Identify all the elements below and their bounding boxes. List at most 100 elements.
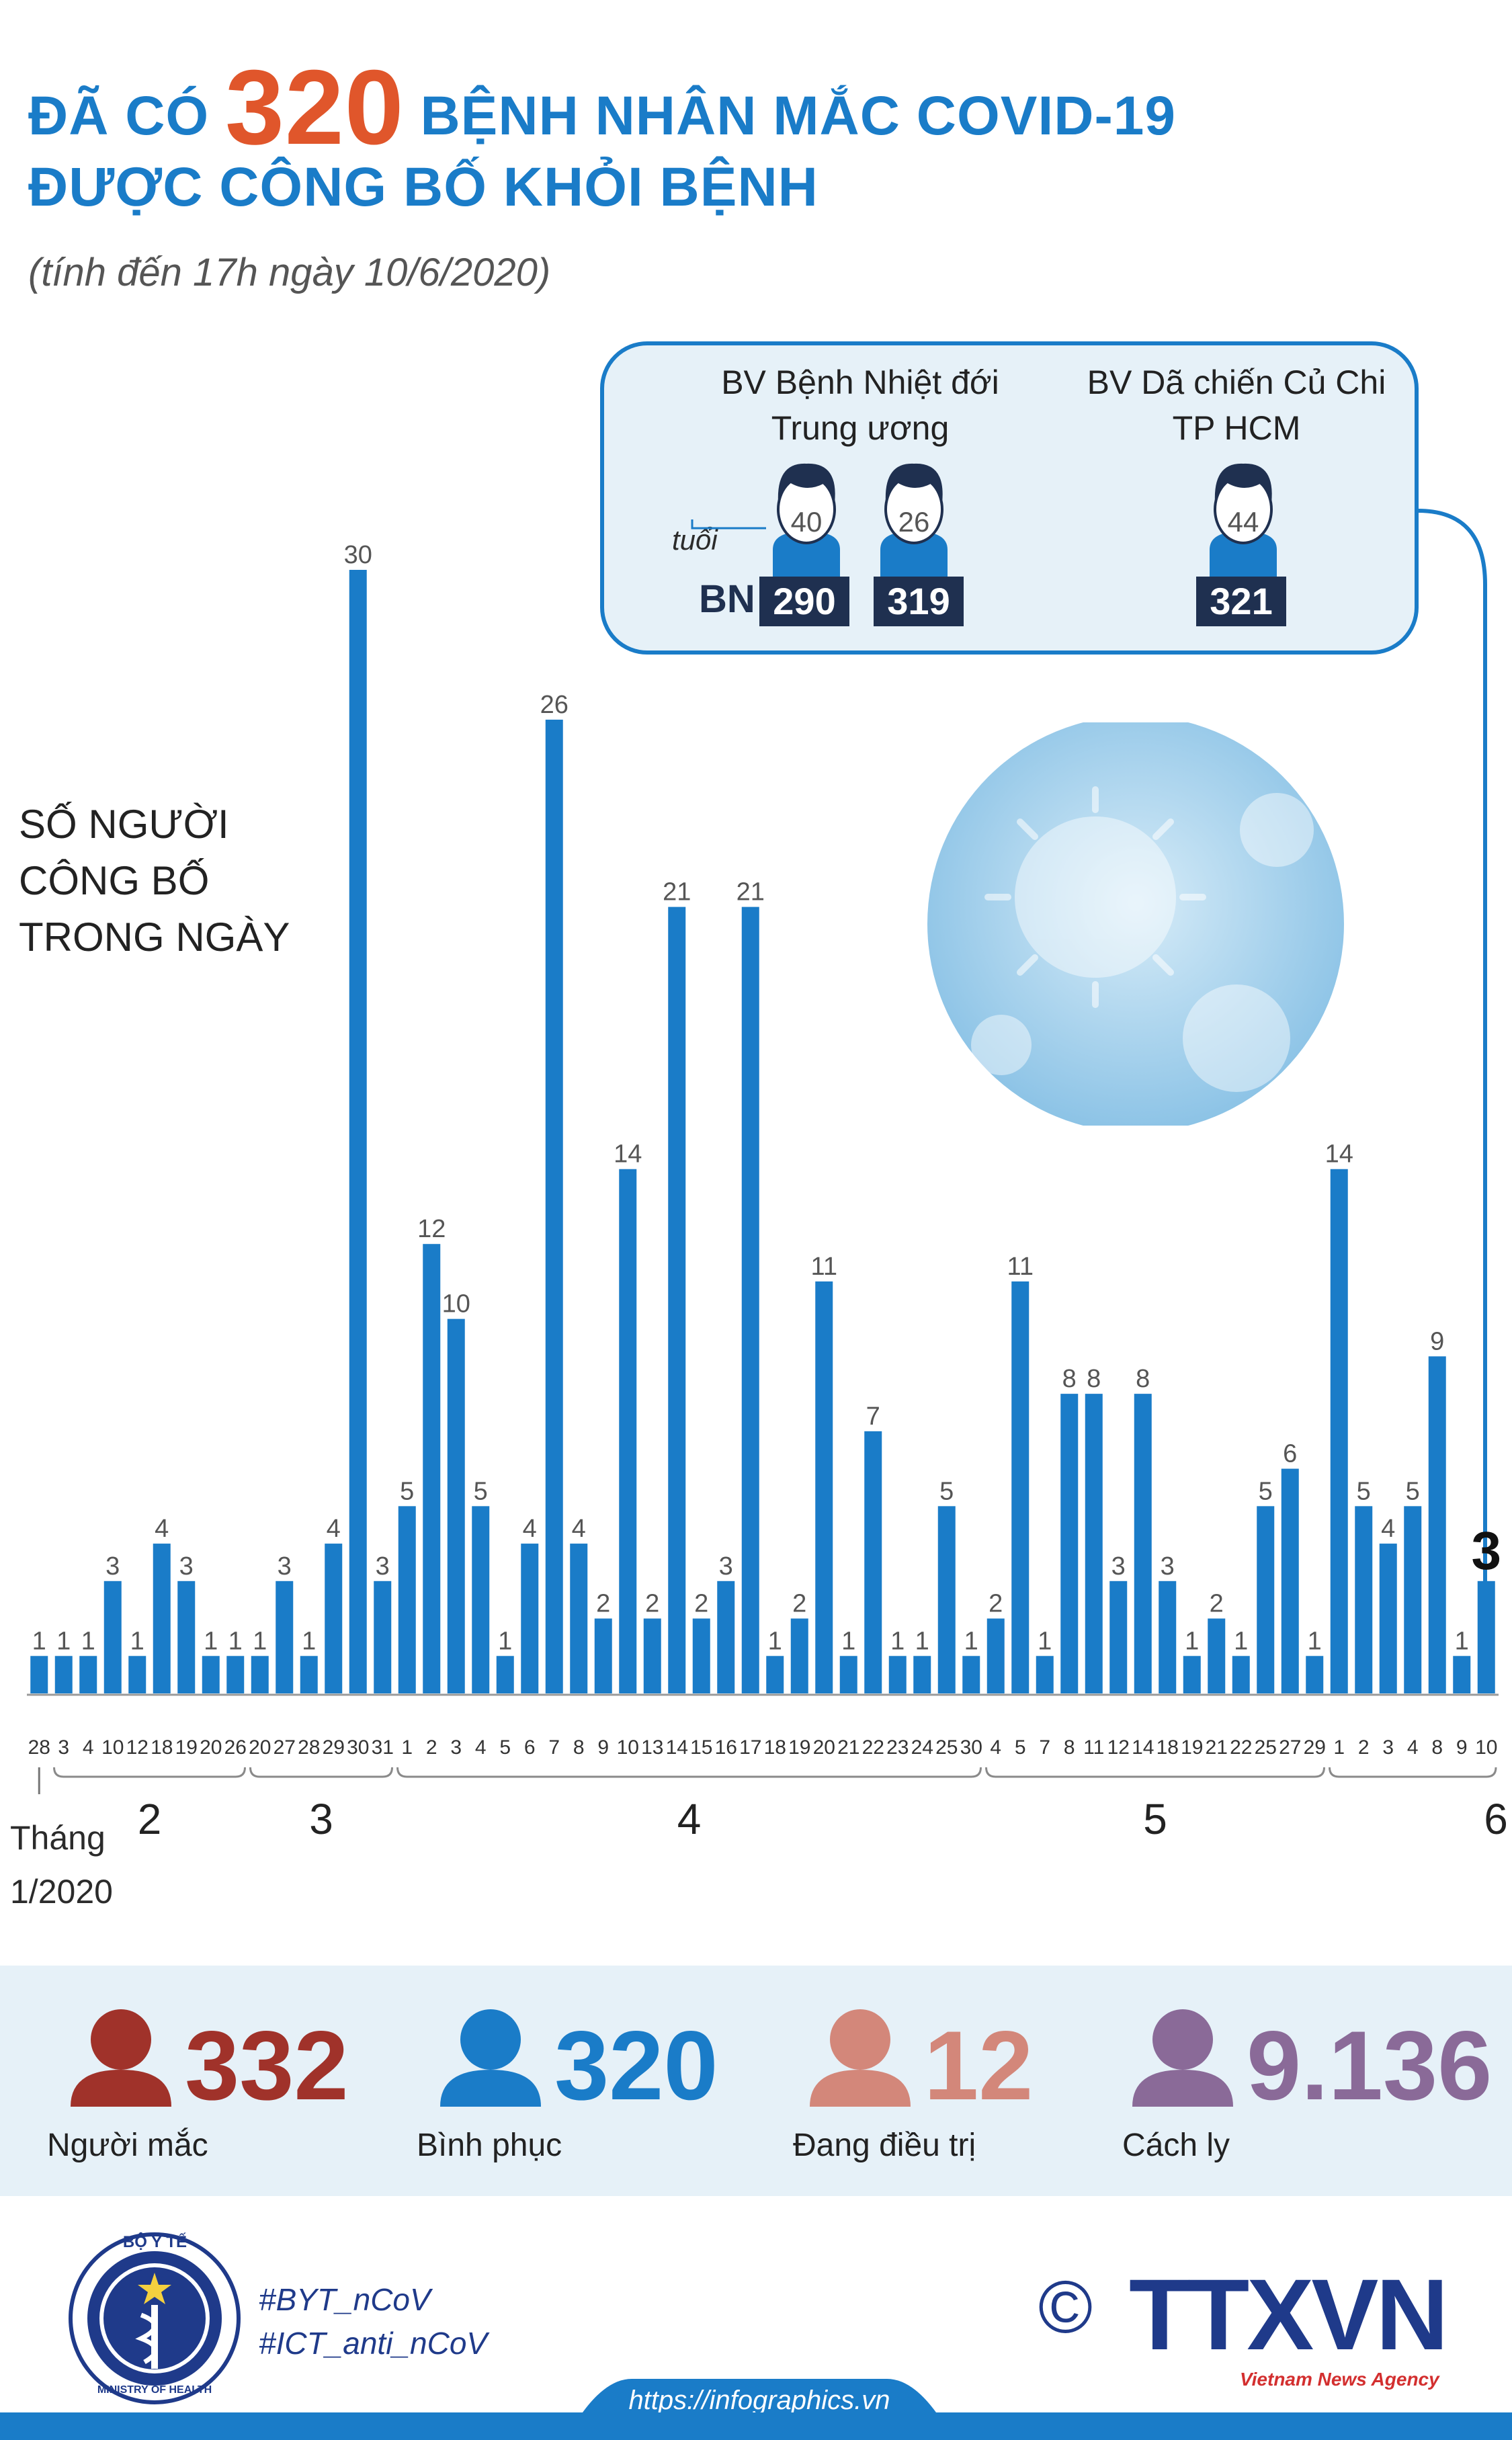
bar-value-label-40: 11 bbox=[1007, 1253, 1034, 1281]
patient-figure-3 bbox=[1196, 456, 1290, 580]
tick-label-0: 28 bbox=[28, 1736, 50, 1759]
bar-59 bbox=[1477, 1581, 1495, 1693]
bar-37 bbox=[937, 1506, 956, 1693]
bar-35 bbox=[888, 1656, 907, 1693]
y-axis-label: SỐ NGƯỜI CÔNG BỐ TRONG NGÀY bbox=[19, 796, 290, 966]
bar-31 bbox=[790, 1618, 808, 1693]
bar-44 bbox=[1109, 1581, 1128, 1693]
bar-value-label-29: 21 bbox=[737, 878, 765, 907]
y-label-line1: SỐ NGƯỜI bbox=[19, 802, 229, 847]
bar-value-label-2: 1 bbox=[81, 1627, 95, 1655]
bar-value-label-30: 1 bbox=[768, 1627, 782, 1655]
stat-quarantine-value: 9.136 bbox=[1247, 2011, 1493, 2120]
bar-34 bbox=[864, 1431, 882, 1693]
tick-label-41: 7 bbox=[1039, 1736, 1050, 1759]
month-bracket-4 bbox=[396, 1767, 982, 1778]
bar-13 bbox=[349, 570, 367, 1693]
bar-4 bbox=[128, 1656, 146, 1693]
tick-label-50: 25 bbox=[1255, 1736, 1277, 1759]
bar-0 bbox=[30, 1656, 48, 1693]
tick-label-38: 30 bbox=[960, 1736, 982, 1759]
bar-57 bbox=[1428, 1356, 1446, 1693]
bar-value-label-24: 14 bbox=[614, 1140, 642, 1169]
month-label-6: 6 bbox=[1484, 1795, 1508, 1843]
bar-value-label-14: 3 bbox=[376, 1552, 390, 1581]
tick-label-18: 4 bbox=[475, 1736, 487, 1759]
tick-label-58: 9 bbox=[1456, 1736, 1468, 1759]
tick-label-28: 16 bbox=[715, 1736, 737, 1759]
tick-label-52: 29 bbox=[1304, 1736, 1326, 1759]
bar-32 bbox=[815, 1281, 833, 1693]
tick-label-29: 17 bbox=[739, 1736, 761, 1759]
bar-51 bbox=[1281, 1468, 1299, 1693]
website-link[interactable]: https://infographics.vn bbox=[628, 2386, 890, 2415]
bar-33 bbox=[839, 1656, 857, 1693]
bar-12 bbox=[325, 1544, 343, 1693]
bar-value-label-43: 8 bbox=[1087, 1365, 1101, 1393]
bar-value-label-20: 4 bbox=[523, 1515, 537, 1543]
tick-label-19: 5 bbox=[499, 1736, 511, 1759]
bar-value-label-28: 3 bbox=[719, 1552, 733, 1581]
bar-value-label-41: 1 bbox=[1038, 1627, 1052, 1655]
bar-value-label-59: 3 bbox=[1472, 1521, 1502, 1581]
stat-treating-value: 12 bbox=[924, 2011, 1034, 2120]
person-icon bbox=[71, 2009, 171, 2107]
bar-48 bbox=[1208, 1618, 1226, 1693]
tick-label-33: 21 bbox=[837, 1736, 859, 1759]
title-suffix: BỆNH NHÂN MẮC COVID-19 bbox=[420, 85, 1176, 146]
age-label: tuổi bbox=[672, 524, 718, 556]
age-pointer bbox=[691, 519, 766, 530]
tick-label-31: 19 bbox=[788, 1736, 810, 1759]
bar-value-label-19: 1 bbox=[498, 1627, 512, 1655]
tick-label-23: 9 bbox=[597, 1736, 609, 1759]
bar-value-label-39: 2 bbox=[989, 1590, 1003, 1618]
bar-value-label-15: 5 bbox=[400, 1477, 414, 1505]
title-number: 320 bbox=[225, 48, 405, 167]
tick-label-24: 10 bbox=[617, 1736, 639, 1759]
tick-label-59: 10 bbox=[1475, 1736, 1497, 1759]
bar-3 bbox=[103, 1581, 122, 1693]
tick-label-7: 20 bbox=[200, 1736, 222, 1759]
bar-value-label-32: 11 bbox=[811, 1253, 837, 1281]
bar-value-label-45: 8 bbox=[1136, 1365, 1150, 1393]
tick-label-17: 3 bbox=[450, 1736, 462, 1759]
bar-27 bbox=[692, 1618, 710, 1693]
person-icon bbox=[810, 2009, 911, 2107]
patient-figure-1 bbox=[759, 456, 853, 580]
bar-value-label-42: 8 bbox=[1062, 1365, 1077, 1393]
bar-value-label-18: 5 bbox=[474, 1477, 488, 1505]
bar-value-label-1: 1 bbox=[56, 1627, 71, 1655]
stats-band bbox=[0, 1966, 1512, 2196]
stat-treating-label: Đang điều trị bbox=[793, 2128, 976, 2163]
bar-value-label-54: 5 bbox=[1357, 1477, 1371, 1505]
bar-30 bbox=[766, 1656, 784, 1693]
tick-label-30: 18 bbox=[764, 1736, 786, 1759]
tick-label-2: 4 bbox=[83, 1736, 94, 1759]
bar-value-label-57: 9 bbox=[1430, 1327, 1444, 1355]
bar-value-label-46: 3 bbox=[1161, 1552, 1175, 1581]
y-label-line2: CÔNG BỐ bbox=[19, 858, 210, 903]
tick-label-4: 12 bbox=[126, 1736, 149, 1759]
bar-52 bbox=[1306, 1656, 1324, 1693]
tick-label-35: 23 bbox=[886, 1736, 909, 1759]
hospital2-name: BV Dã chiến Củ Chi TP HCM bbox=[1087, 364, 1386, 447]
tick-label-53: 1 bbox=[1333, 1736, 1345, 1759]
patient-bn-2: 319 bbox=[874, 577, 964, 626]
bar-value-label-52: 1 bbox=[1308, 1627, 1322, 1655]
tick-label-22: 8 bbox=[573, 1736, 585, 1759]
tick-label-14: 31 bbox=[372, 1736, 394, 1759]
bar-value-label-34: 7 bbox=[866, 1402, 880, 1431]
bar-22 bbox=[570, 1544, 588, 1693]
patient-age-3: 44 bbox=[1227, 506, 1259, 538]
tick-label-36: 24 bbox=[911, 1736, 933, 1759]
bar-20 bbox=[521, 1544, 539, 1693]
bar-6 bbox=[177, 1581, 196, 1693]
bar-value-label-5: 4 bbox=[155, 1515, 169, 1543]
hashtag-byt: #BYT_nCoV bbox=[259, 2282, 431, 2317]
bar-value-label-44: 3 bbox=[1111, 1552, 1126, 1581]
bar-50 bbox=[1257, 1506, 1275, 1693]
bar-39 bbox=[986, 1618, 1005, 1693]
bar-value-label-49: 1 bbox=[1234, 1627, 1248, 1655]
virus-illustration bbox=[927, 722, 1344, 1126]
moh-top-text: BỘ Y TẾ bbox=[122, 2233, 187, 2251]
